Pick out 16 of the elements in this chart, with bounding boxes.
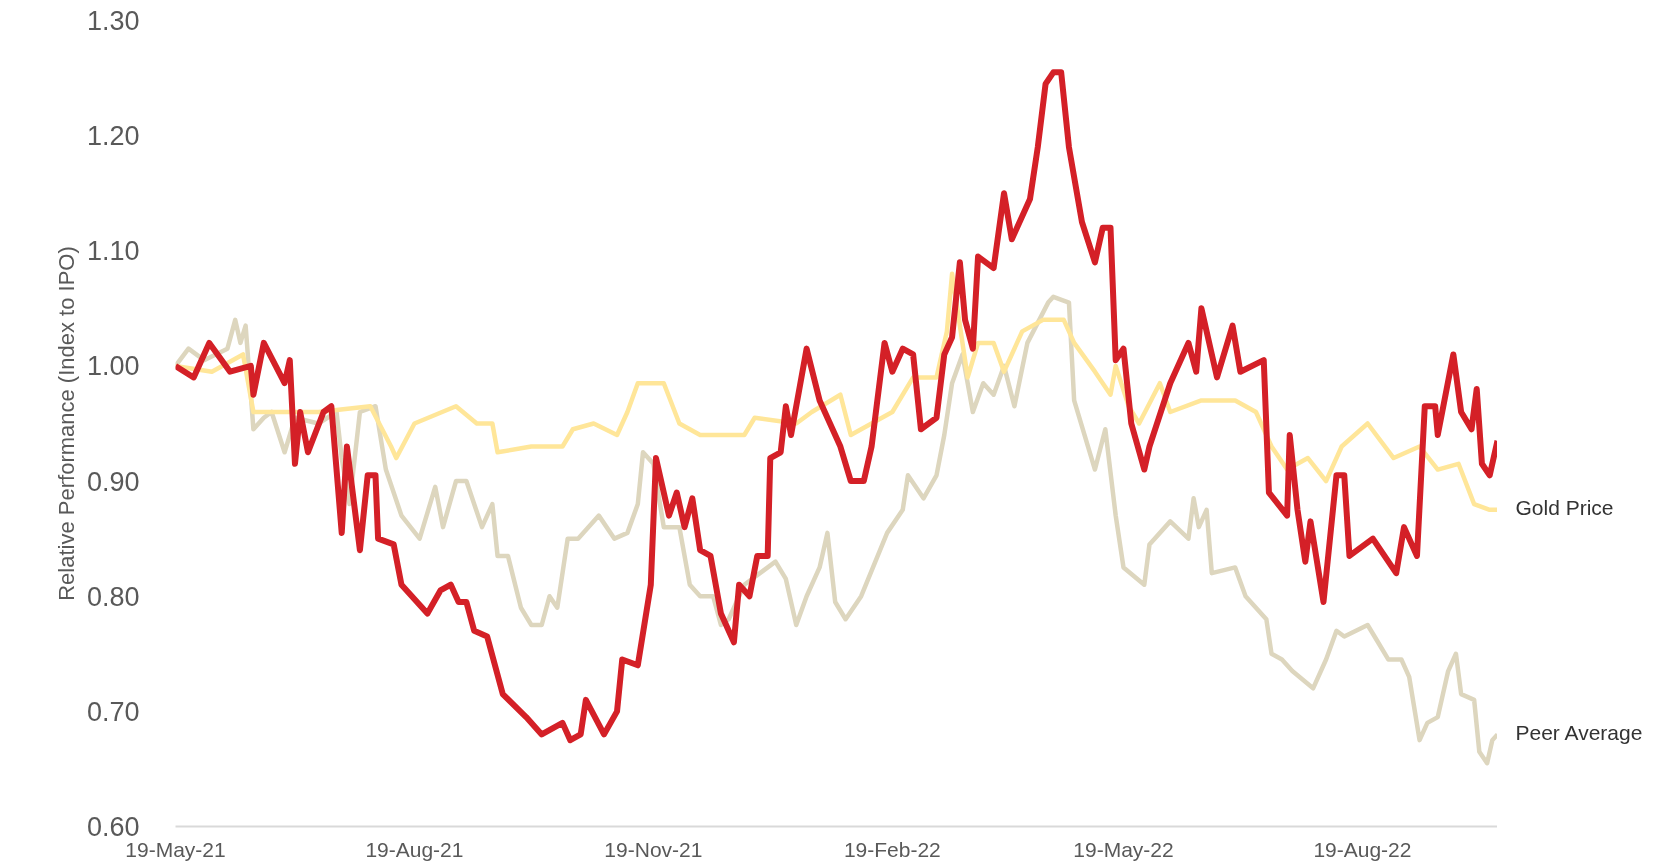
line-series <box>175 294 1497 766</box>
x-tick-label: 19-Nov-21 <box>604 837 703 861</box>
y-axis-title: Relative Performance (Index to IPO) <box>53 246 79 601</box>
y-tick-label: 1.00 <box>86 351 140 382</box>
x-tick-label: 19-Aug-21 <box>365 837 464 861</box>
y-tick-label: 1.30 <box>86 6 140 36</box>
y-tick-label: 0.80 <box>86 581 140 612</box>
series-label: Peer Average <box>1515 720 1643 744</box>
y-tick-label: 1.20 <box>86 121 140 152</box>
series-label: Gold Price <box>1515 496 1614 520</box>
x-tick-label: 19-Aug-22 <box>1313 837 1412 861</box>
y-tick-label: 0.70 <box>86 696 140 727</box>
x-tick-label: 19-Feb-22 <box>843 837 941 861</box>
x-tick-label: 19-May-22 <box>1073 837 1174 861</box>
y-tick-label: 0.90 <box>86 466 140 497</box>
y-tick-label: 1.10 <box>86 236 140 267</box>
